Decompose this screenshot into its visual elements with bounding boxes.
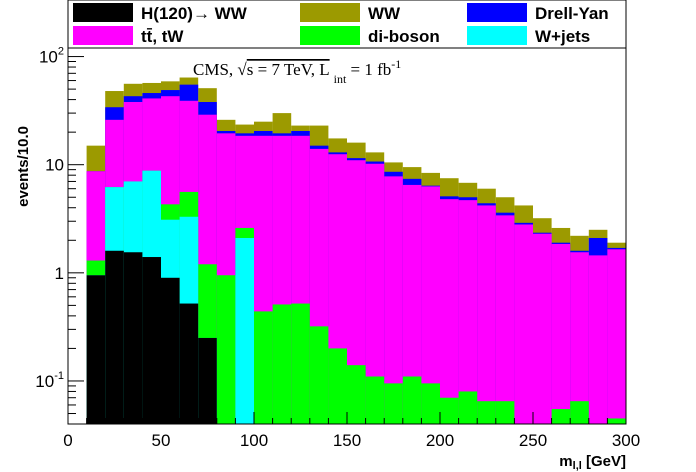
- bar-h-120-ww-1: [105, 250, 124, 424]
- bar-di-boson-14: [347, 365, 366, 424]
- legend-swatch-0: [73, 3, 133, 22]
- bar-di-boson-15: [365, 376, 385, 424]
- bar-tt-tw-26: [570, 252, 589, 424]
- x-tick-label-250: 250: [519, 431, 547, 450]
- bar-h-120-ww-5: [179, 303, 199, 424]
- y-tick-label-1: 1: [55, 264, 64, 283]
- legend-swatch-1: [300, 3, 360, 22]
- x-axis: 0 50 100 150 200 250 300: [63, 412, 640, 450]
- annotation-sup: -1: [391, 57, 401, 71]
- legend-swatch-5: [467, 26, 527, 45]
- bar-di-boson-18: [421, 383, 440, 424]
- bar-tt-tw-23: [514, 224, 533, 424]
- bar-di-boson-28: [607, 418, 626, 424]
- bar-h-120-ww-3: [142, 257, 161, 424]
- bar-di-boson-13: [328, 348, 347, 424]
- legend-swatch-4: [300, 26, 360, 45]
- y-tick-base: 10: [45, 156, 64, 175]
- legend-label-3: tt̄, tW: [141, 27, 184, 46]
- bar-h-120-ww-4: [161, 277, 180, 424]
- bar-tt-tw-22: [495, 215, 515, 424]
- bar-di-boson-12: [309, 326, 329, 424]
- bar-tt-tw-18: [421, 186, 440, 424]
- y-axis-title: events/10.0: [15, 126, 32, 207]
- legend-swatch-3: [73, 26, 133, 45]
- bar-h-120-ww-6: [198, 337, 217, 424]
- annotation-tail: = 1 fb: [346, 60, 391, 79]
- legend: H(120)→ WW WW Drell-Yan tt̄, tW di-boson W+je…: [73, 3, 609, 46]
- bar-tt-tw-16: [384, 176, 403, 424]
- annotation-main: CMS,: [193, 60, 237, 79]
- bar-h-120-ww-0: [86, 275, 106, 424]
- y-tick-exp: 2: [58, 46, 64, 58]
- cms-annotation: CMS, √s = 7 TeV, L int = 1 fb-1: [193, 57, 401, 86]
- bar-tt-tw-21: [477, 205, 496, 424]
- bar-tt-tw-19: [440, 199, 459, 424]
- bar-tt-tw-15: [365, 163, 385, 424]
- x-tick-label-0: 0: [63, 431, 72, 450]
- bar-di-boson-10: [272, 304, 292, 424]
- bar-di-boson-22: [495, 401, 515, 424]
- y-tick-exp: -1: [54, 370, 64, 382]
- annotation-s: s = 7 TeV, L: [247, 60, 330, 79]
- annotation-sqrt: √: [237, 60, 247, 79]
- x-axis-title-sub: l,l: [573, 460, 582, 472]
- bar-di-boson-25: [551, 409, 571, 424]
- bar-di-boson-11: [291, 303, 310, 424]
- bar-w-jets-8: [235, 237, 254, 424]
- stacked-bars: [86, 77, 626, 425]
- bar-di-boson-7: [216, 275, 236, 424]
- legend-label-2: Drell-Yan: [535, 4, 609, 23]
- bar-di-boson-17: [402, 376, 422, 424]
- legend-swatch-2: [467, 3, 527, 22]
- annotation-sub: int: [334, 72, 347, 86]
- y-tick-base: 10: [39, 48, 58, 67]
- x-tick-label-200: 200: [426, 431, 454, 450]
- x-axis-title: ml,l [GeV]: [559, 453, 626, 472]
- bar-tt-tw-24: [533, 233, 552, 424]
- legend-label-4: di-boson: [368, 27, 440, 46]
- bar-h-120-ww-2: [123, 252, 143, 424]
- x-tick-label-300: 300: [612, 431, 640, 450]
- x-tick-label-50: 50: [152, 431, 171, 450]
- bar-tt-tw-17: [402, 184, 422, 424]
- bar-tt-tw-25: [551, 243, 571, 424]
- y-tick-label-0.1: 10-1: [35, 370, 64, 391]
- bar-di-boson-21: [477, 401, 496, 424]
- y-tick-base: 1: [55, 264, 64, 283]
- y-tick-label-10: 10: [45, 156, 64, 175]
- bar-di-boson-19: [440, 397, 459, 424]
- x-tick-label-150: 150: [333, 431, 361, 450]
- bar-di-boson-26: [570, 401, 589, 424]
- y-tick-base: 10: [35, 372, 54, 391]
- legend-label-0: H(120)→ WW: [141, 4, 248, 23]
- x-axis-title-unit: [GeV]: [582, 453, 626, 470]
- y-tick-label-100: 102: [39, 46, 64, 67]
- bar-di-boson-20: [458, 391, 478, 424]
- bar-tt-tw-28: [607, 249, 626, 424]
- bar-tt-tw-20: [458, 200, 478, 424]
- bar-tt-tw-27: [588, 255, 608, 424]
- bar-di-boson-9: [254, 311, 273, 424]
- x-axis-title-main: m: [559, 453, 572, 470]
- x-tick-label-100: 100: [240, 431, 268, 450]
- bar-tt-tw-14: [347, 160, 366, 424]
- bar-di-boson-16: [384, 383, 403, 424]
- legend-label-5: W+jets: [535, 27, 590, 46]
- legend-label-1: WW: [368, 4, 401, 23]
